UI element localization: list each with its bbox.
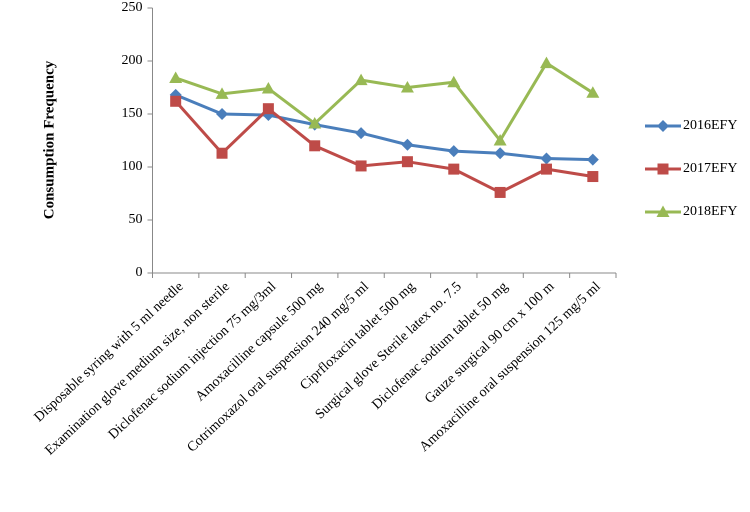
legend-label: 2016EFY [683, 118, 737, 133]
marker [447, 145, 460, 158]
marker [355, 127, 368, 140]
y-axis-label: Consumption Frequency [41, 60, 57, 219]
marker [494, 186, 506, 198]
marker [448, 163, 460, 175]
y-tick-label: 150 [122, 106, 143, 121]
marker [586, 153, 599, 166]
marker [170, 95, 182, 107]
marker [215, 87, 229, 99]
legend-label: 2017EFY [683, 161, 737, 176]
marker [657, 163, 669, 175]
marker [354, 73, 368, 86]
marker [493, 134, 507, 146]
marker [494, 147, 507, 160]
y-tick-label: 100 [122, 159, 143, 174]
marker [401, 156, 413, 168]
marker [216, 108, 229, 120]
marker [447, 75, 461, 88]
marker [540, 152, 553, 165]
marker [540, 163, 552, 175]
x-tick-label: Diclofenac sodium injection 75 mg/3ml [106, 279, 280, 442]
legend-item: 2017EFY [645, 161, 737, 176]
marker [587, 171, 599, 183]
y-tick-label: 250 [122, 0, 143, 15]
legend-item: 2018EFY [645, 204, 737, 219]
marker [169, 71, 183, 83]
series-line [175, 93, 593, 162]
marker [657, 120, 669, 132]
marker [261, 82, 275, 94]
marker [262, 103, 274, 115]
y-tick-label: 0 [136, 265, 143, 280]
series-line [174, 100, 594, 195]
marker [355, 160, 367, 172]
marker [656, 205, 670, 217]
legend-item: 2016EFY [645, 118, 737, 133]
series [170, 95, 599, 198]
marker [308, 117, 322, 129]
marker [401, 138, 414, 151]
series [169, 56, 600, 146]
series-line [175, 61, 594, 144]
marker [400, 81, 414, 93]
y-tick-label: 50 [129, 212, 143, 227]
series [169, 88, 599, 166]
marker [539, 56, 553, 69]
y-tick-label: 200 [122, 53, 143, 68]
legend-label: 2018EFY [683, 204, 737, 219]
marker [216, 147, 228, 159]
marker [309, 140, 321, 152]
marker [586, 86, 600, 98]
